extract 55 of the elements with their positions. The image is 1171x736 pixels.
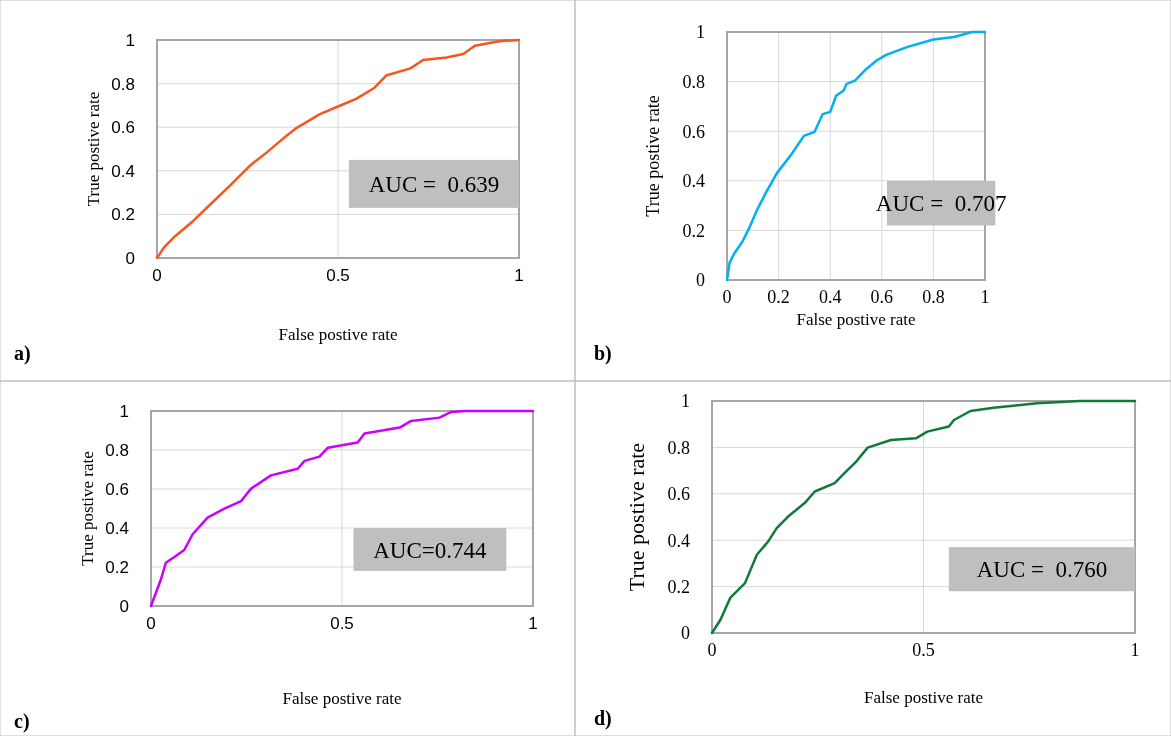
y-tick-label: 0.4 [105, 518, 129, 538]
x-axis-title: False postive rate [864, 688, 983, 707]
x-axis-title: False postive rate [282, 689, 402, 708]
y-tick-label: 0.4 [682, 171, 705, 192]
x-tick-label: 0.5 [326, 266, 350, 285]
x-tick-label: 1 [528, 614, 538, 633]
y-tick-label: 0.4 [111, 161, 135, 181]
x-tick-label: 1 [980, 287, 990, 307]
y-tick-label: 1 [681, 391, 690, 412]
y-tick-label: 0.8 [105, 440, 129, 460]
x-tick-label: 0.8 [922, 287, 945, 307]
y-tick-label: 0.6 [111, 118, 135, 138]
y-tick-label: 0.8 [667, 437, 690, 458]
y-tick-label: 0.2 [667, 576, 690, 597]
line-series [710, 399, 1137, 635]
x-tick-label: 1 [514, 266, 524, 285]
x-tick-label: 0.5 [330, 614, 354, 633]
annotation: AUC = 0.639 [368, 171, 500, 197]
text: b) [594, 342, 612, 365]
x-tick-label: 0 [152, 266, 162, 285]
text: d) [594, 707, 612, 730]
x-tick-label: 0 [146, 614, 156, 633]
y-tick-label: 0.2 [105, 557, 129, 577]
annotation: AUC = 0.760 [976, 557, 1108, 583]
line-series [149, 409, 535, 608]
y-tick-label: 0.4 [667, 530, 690, 551]
y-tick-label: 0.6 [682, 121, 705, 142]
annotation: AUC = 0.707 [875, 191, 1007, 217]
x-axis-title: False postive rate [796, 310, 916, 329]
y-axis-title: True postive rate [643, 95, 663, 217]
x-tick-label: 0.6 [870, 287, 894, 307]
y-tick-label: 0 [119, 596, 129, 616]
x-tick-label: 0.4 [818, 287, 842, 307]
line-series [155, 38, 521, 260]
text: c) [14, 710, 30, 733]
x-tick-label: 0 [722, 287, 732, 307]
x-tick-label: 0.5 [912, 640, 935, 660]
text: a) [14, 342, 31, 365]
x-axis-title: False postive rate [278, 325, 398, 344]
annotation: AUC=0.744 [373, 537, 487, 563]
y-tick-label: 1 [696, 22, 705, 43]
y-tick-label: 0.6 [105, 479, 129, 499]
y-tick-label: 0.8 [682, 71, 705, 92]
y-axis-title: True postive rate [78, 451, 97, 566]
y-axis-title: True postive rate [624, 442, 649, 592]
x-tick-label: 1 [1130, 640, 1140, 660]
y-tick-label: 1 [125, 30, 135, 50]
y-tick-label: 0.2 [682, 220, 705, 241]
x-tick-label: 0.2 [767, 287, 790, 307]
y-tick-label: 1 [119, 401, 129, 421]
y-tick-label: 0.2 [111, 205, 135, 225]
y-axis-title: True postive rate [84, 91, 103, 207]
y-tick-label: 0 [125, 248, 135, 268]
y-tick-label: 0.6 [667, 484, 690, 505]
y-tick-label: 0.8 [111, 74, 135, 94]
